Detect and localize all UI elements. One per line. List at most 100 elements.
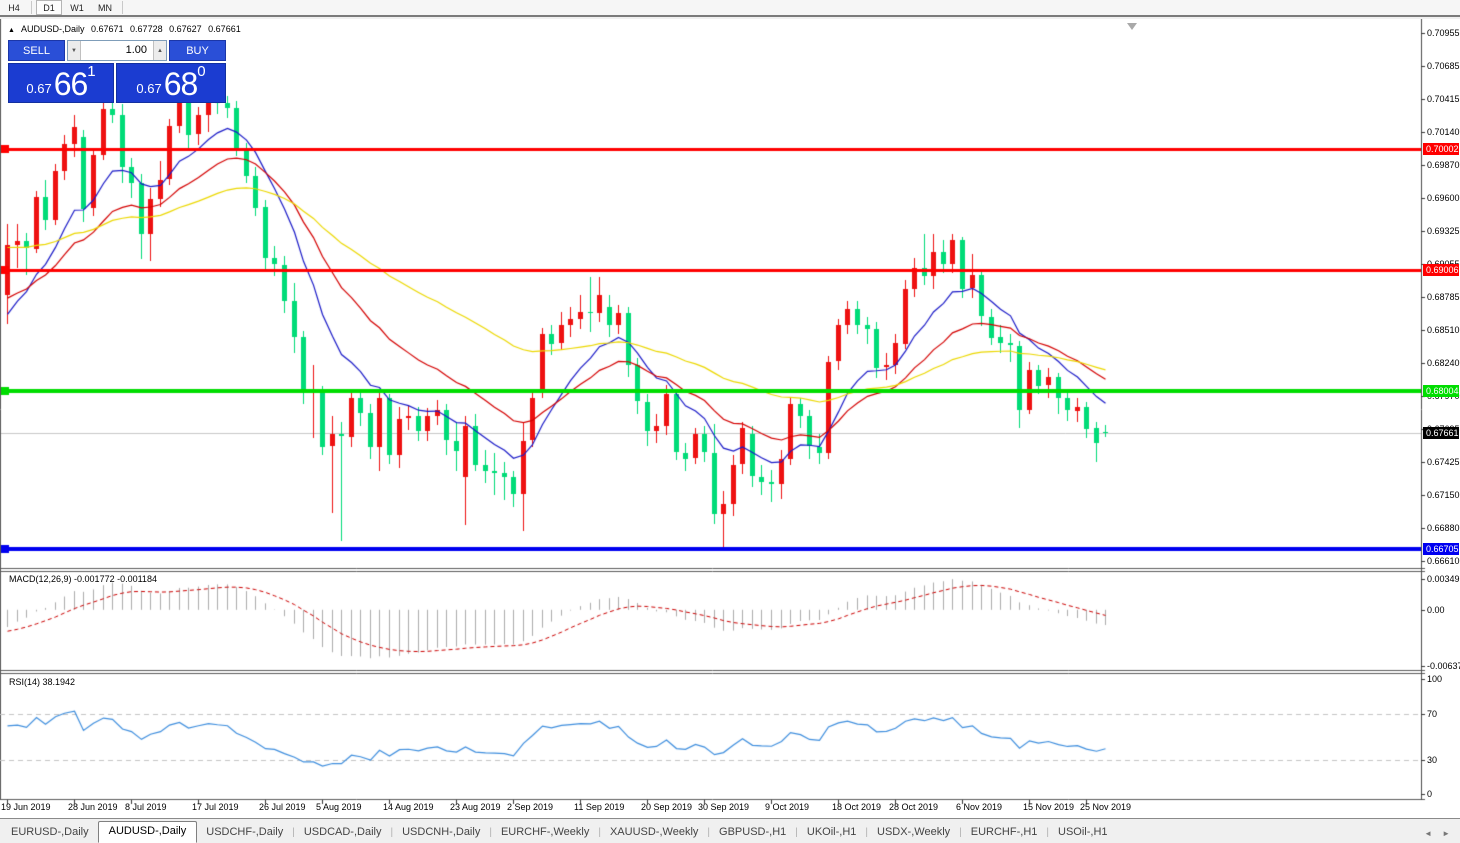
tab-separator: | [795,827,798,838]
price-tick-label: 0.70140 [1427,127,1460,138]
hline-price-badge: 0.68004 [1423,385,1459,398]
close-value: 0.67661 [208,24,241,34]
date-tick-label: 26 Jul 2019 [259,802,306,812]
symbol-tab-usoilh1[interactable]: USOil-,H1 [1058,826,1108,838]
symbol-timeframe-label: AUDUSD-,Daily [20,24,85,34]
tab-separator: | [959,827,962,838]
date-tick-label: 17 Jul 2019 [192,802,239,812]
date-tick-label: 30 Sep 2019 [698,802,750,812]
macd-tick-label: -0.00637 [1427,661,1460,671]
buy-price-prefix: 0.67 [136,81,162,96]
symbol-tab-usdchfdaily[interactable]: USDCHF-,Daily [206,826,284,838]
tab-separator: | [865,827,868,838]
price-tick-label: 0.69325 [1427,226,1460,237]
symbol-tab-usdxweekly[interactable]: USDX-,Weekly [877,826,951,838]
price-tick-label: 0.68510 [1427,325,1460,336]
date-tick-label: 19 Jun 2019 [1,802,51,812]
rsi-tick-label: 70 [1427,708,1438,719]
price-tick-label: 0.67150 [1427,490,1460,501]
rsi-indicator-label: RSI(14) 38.1942 [9,677,76,687]
symbol-tab-gbpusdh1[interactable]: GBPUSD-,H1 [719,826,787,838]
timeframe-button-h4[interactable]: H4 [8,2,20,13]
date-tick-label: 6 Nov 2019 [956,802,1003,812]
volume-decrease-button[interactable]: ▼ [68,41,81,60]
timeframe-button-d1[interactable]: D1 [36,0,62,15]
rsi-tick-label: 30 [1427,754,1438,765]
symbol-tab-audusddaily[interactable]: AUDUSD-,Daily [97,821,198,843]
date-tick-label: 14 Aug 2019 [383,802,434,812]
rsi-tick-label: 0 [1427,789,1433,799]
tab-scroll-arrows: ◄ ► [1424,829,1460,842]
chart-shift-marker-icon[interactable] [1127,23,1137,30]
rsi-tick-label: 100 [1427,674,1443,684]
symbol-tab-ukoilh1[interactable]: UKOil-,H1 [806,826,857,838]
toolbar-separator [122,1,123,14]
chart-ohlc-header: ▲ AUDUSD-,Daily 0.67671 0.67728 0.67627 … [8,24,245,34]
date-tick-label: 15 Nov 2019 [1023,802,1075,812]
price-tick-label: 0.68240 [1427,357,1460,368]
tab-scroll-right-icon[interactable]: ► [1442,829,1450,838]
hline-price-badge: 0.69006 [1423,263,1459,276]
buy-price-pip: 0 [197,63,206,80]
symbol-tab-eurchfweekly[interactable]: EURCHF-,Weekly [500,826,590,838]
date-tick-label: 9 Oct 2019 [765,802,810,812]
tab-separator: | [707,827,711,838]
timeframe-button-mn[interactable]: MN [98,2,112,13]
price-tick-label: 0.68785 [1427,291,1460,302]
tab-separator: | [489,827,492,838]
toolbar-separator [31,1,32,14]
macd-tick-label: 0.00 [1427,604,1445,615]
sell-button[interactable]: SELL [8,40,65,61]
tab-separator: | [1046,827,1049,838]
chart-window: ▲ AUDUSD-,Daily 0.67671 0.67728 0.67627 … [0,19,1460,818]
macd-tick-label: 0.00349 [1427,574,1460,584]
macd-indicator-label: MACD(12,26,9) -0.001772 -0.001184 [9,574,157,584]
price-tick-label: 0.70415 [1427,93,1460,104]
price-tick-label: 0.69870 [1427,160,1460,171]
date-tick-label: 25 Nov 2019 [1080,802,1132,812]
one-click-trade-panel: SELL ▼ 1.00 ▲ BUY 0.67 66 1 0.67 68 0 [8,40,226,103]
price-tick-label: 0.70955 [1427,28,1460,39]
price-tick-label: 0.70685 [1427,61,1460,72]
date-tick-label: 2 Sep 2019 [507,802,554,812]
hline-price-badge: 0.66705 [1423,543,1459,556]
high-value: 0.67728 [130,24,163,34]
symbol-tab-eurusddaily[interactable]: EURUSD-,Daily [11,826,89,838]
symbol-tab-bar: EURUSD-,Daily AUDUSD-,Daily USDCHF-,Daily |… [0,818,1460,843]
sell-price-pip: 1 [87,63,96,80]
date-tick-label: 28 Jun 2019 [68,802,118,812]
symbol-tab-usdcaddaily[interactable]: USDCAD-,Daily [303,826,382,838]
chart-canvas[interactable] [0,19,1460,818]
symbol-tab-xauusdweekly[interactable]: XAUUSD-,Weekly [609,826,699,838]
sell-price-big: 66 [53,66,89,102]
price-tick-label: 0.67425 [1427,456,1460,467]
price-tick-label: 0.69600 [1427,192,1460,203]
current-price-badge: 0.67661 [1423,427,1459,440]
date-tick-label: 20 Sep 2019 [641,802,693,812]
buy-button[interactable]: BUY [169,40,226,61]
date-tick-label: 8 Jul 2019 [125,802,167,812]
date-tick-label: 5 Aug 2019 [316,802,362,812]
buy-quote-box[interactable]: 0.67 68 0 [116,63,226,103]
volume-field: ▼ 1.00 ▲ [67,40,167,61]
symbol-tab-usdcnhdaily[interactable]: USDCNH-,Daily [402,826,481,838]
timeframe-button-w1[interactable]: W1 [70,2,84,13]
volume-input[interactable]: 1.00 [125,44,147,56]
price-tick-label: 0.66880 [1427,522,1460,533]
sell-price-prefix: 0.67 [26,81,52,96]
tab-separator: | [598,827,601,838]
hline-price-badge: 0.70002 [1423,143,1459,155]
tab-separator: | [292,827,295,838]
sell-quote-box[interactable]: 0.67 66 1 [8,63,114,103]
low-value: 0.67627 [169,24,202,34]
date-tick-label: 23 Aug 2019 [450,802,501,812]
price-tick-label: 0.66610 [1427,555,1460,566]
collapse-triangle-icon[interactable]: ▲ [8,27,15,34]
symbol-tab-eurchfh1[interactable]: EURCHF-,H1 [970,826,1038,838]
date-tick-label: 18 Oct 2019 [832,802,882,812]
date-tick-label: 28 Oct 2019 [889,802,939,812]
tab-scroll-left-icon[interactable]: ◄ [1424,829,1433,838]
buy-price-big: 68 [163,66,199,102]
volume-increase-button[interactable]: ▲ [153,41,166,60]
